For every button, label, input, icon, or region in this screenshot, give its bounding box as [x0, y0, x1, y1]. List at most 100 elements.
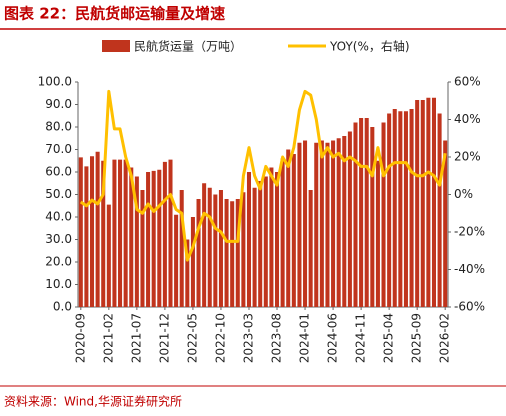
bar: [269, 167, 274, 307]
x-tick-label: 2021-12: [157, 313, 171, 363]
bar: [415, 100, 420, 307]
bar: [106, 204, 111, 307]
bar: [420, 100, 425, 307]
bar: [303, 140, 308, 307]
x-tick-label: 2023-03: [241, 313, 255, 363]
bar: [112, 159, 117, 307]
x-tick-label: 2020-09: [73, 313, 87, 363]
bar: [347, 131, 352, 307]
y-tick-label: 10.0: [45, 277, 72, 291]
y2-tick-label: -40%: [454, 262, 485, 276]
bar: [168, 159, 173, 307]
bar: [431, 97, 437, 307]
bar: [95, 151, 100, 307]
bar: [280, 158, 285, 307]
y-tick-label: 80.0: [45, 120, 72, 134]
bar: [146, 172, 151, 307]
x-tick-label: 2022-10: [213, 313, 227, 363]
bar: [375, 160, 380, 307]
x-tick-label: 2021-02: [101, 313, 115, 363]
x-tick-label: 2023-08: [270, 313, 284, 363]
bar: [224, 199, 229, 307]
bar: [381, 122, 386, 307]
bar: [437, 113, 442, 307]
y-tick-label: 40.0: [45, 210, 72, 224]
bar: [202, 183, 207, 307]
bar: [185, 239, 190, 307]
bar: [398, 111, 403, 307]
bar: [286, 149, 291, 307]
bar: [246, 172, 252, 307]
bar: [353, 122, 358, 307]
bar: [364, 118, 369, 307]
bar: [218, 190, 223, 307]
bar: [331, 140, 336, 307]
bar: [409, 109, 414, 307]
y2-tick-label: 60%: [454, 75, 481, 89]
bar: [207, 187, 212, 307]
bar: [359, 118, 364, 307]
bar: [241, 192, 246, 307]
bar: [263, 176, 268, 307]
bar: [101, 160, 106, 307]
bar: [403, 111, 408, 307]
y-tick-label: 60.0: [45, 165, 72, 179]
bar: [230, 201, 235, 307]
bar: [123, 159, 128, 307]
bar: [78, 157, 83, 307]
bar: [308, 190, 313, 307]
line: [79, 89, 447, 262]
bar: [179, 190, 184, 307]
bar: [162, 161, 167, 307]
legend-swatch: [102, 40, 130, 52]
y-tick-label: 90.0: [45, 97, 72, 111]
bar: [392, 109, 397, 307]
bar: [342, 136, 347, 307]
bar: [370, 127, 375, 307]
x-tick-label: 2025-09: [410, 313, 424, 363]
source: 资料来源：Wind,华源证券研究所: [4, 394, 182, 409]
bar: [84, 166, 89, 307]
bar: [291, 154, 296, 307]
y2-tick-label: 40%: [454, 112, 481, 126]
y2-tick-label: -20%: [454, 225, 485, 239]
bar: [387, 113, 392, 307]
bar: [235, 199, 240, 307]
bar: [196, 199, 201, 307]
bar: [319, 140, 324, 307]
bar: [190, 217, 195, 307]
bar: [336, 138, 341, 307]
x-tick-label: 2022-05: [185, 313, 199, 363]
bar: [258, 181, 263, 307]
legend-label: 民航货运量（万吨）: [134, 39, 242, 54]
x-tick-label: 2024-06: [326, 313, 340, 363]
y2-tick-label: -60%: [454, 300, 485, 314]
x-tick-label: 2021-07: [129, 313, 143, 363]
y-tick-label: 100.0: [38, 75, 72, 89]
x-tick-label: 2024-11: [354, 313, 368, 363]
bar: [297, 142, 302, 307]
chart-title: 图表 22：民航货邮运输量及增速: [4, 5, 225, 23]
x-tick-label: 2026-02: [438, 313, 452, 363]
y2-tick-label: 20%: [454, 150, 481, 164]
bar: [118, 159, 123, 307]
bar: [325, 142, 330, 307]
bar: [151, 170, 156, 307]
bar: [129, 167, 134, 307]
y-tick-label: 50.0: [45, 187, 72, 201]
bar: [274, 172, 280, 307]
bar: [314, 142, 319, 307]
y-tick-label: 0.0: [53, 300, 72, 314]
bar: [140, 190, 145, 307]
y-tick-label: 20.0: [45, 255, 72, 269]
bar: [252, 187, 257, 307]
bar: [157, 169, 162, 307]
y-tick-label: 70.0: [45, 142, 72, 156]
bar: [174, 214, 179, 307]
bar: [443, 140, 448, 307]
x-tick-label: 2024-01: [298, 313, 312, 363]
bar: [426, 97, 431, 307]
y-tick-label: 30.0: [45, 232, 72, 246]
legend-label: YOY(%，右轴): [329, 39, 410, 54]
